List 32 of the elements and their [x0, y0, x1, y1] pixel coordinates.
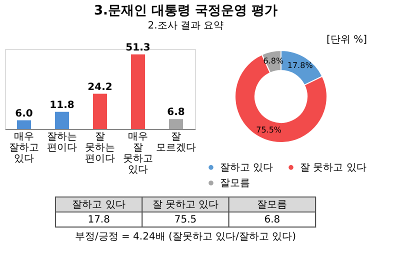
bar [169, 119, 183, 129]
text: [단위 %] [326, 34, 368, 46]
bar [131, 54, 145, 129]
data-label: 11.8 [50, 100, 74, 111]
donut-slice [234, 54, 328, 143]
x-tick-label: 잘 모르겠다 [156, 132, 196, 154]
data-label: 6.8 [167, 107, 185, 118]
data-label: 17.8% [287, 60, 314, 70]
bar [55, 112, 69, 129]
bar [93, 94, 107, 129]
data-label: 75.5 [174, 214, 197, 226]
data-label: 24.2 [88, 82, 112, 93]
text: 부정/긍정 = 4.24배 (잘못하고 있다/잘하고 있다) [74, 232, 296, 242]
x-tick-label: 매우 잘 못하고 있다 [123, 132, 153, 176]
x-tick-label: 잘 못하는 편이다 [85, 132, 115, 164]
data-label: 51.3 [126, 42, 150, 54]
data-label: 6.8 [264, 214, 280, 226]
legend-label: 잘모름 [220, 178, 250, 189]
x-tick-label: 잘하는 편이다 [47, 132, 77, 154]
category-label: 잘하고 있다 [72, 200, 126, 210]
legend-label: 잘하고 있다 [220, 162, 274, 174]
data-label: 6.0 [15, 108, 33, 120]
legend-label: 잘 못하고 있다 [300, 162, 366, 174]
chart-title: 3.문재인 대통령 국정운영 평가 [94, 4, 278, 18]
x-tick-label: 매우 잘하고 있다 [9, 132, 39, 164]
data-label: 75.5% [256, 125, 282, 134]
chart-subtitle: 2.조사 결과 요약 [148, 20, 224, 32]
data-label: 17.8 [88, 214, 110, 226]
category-label: 잘모름 [257, 200, 288, 210]
data-label: 6.8% [263, 56, 284, 66]
category-label: 잘 못하고 있다 [152, 200, 219, 210]
bar [17, 120, 31, 129]
